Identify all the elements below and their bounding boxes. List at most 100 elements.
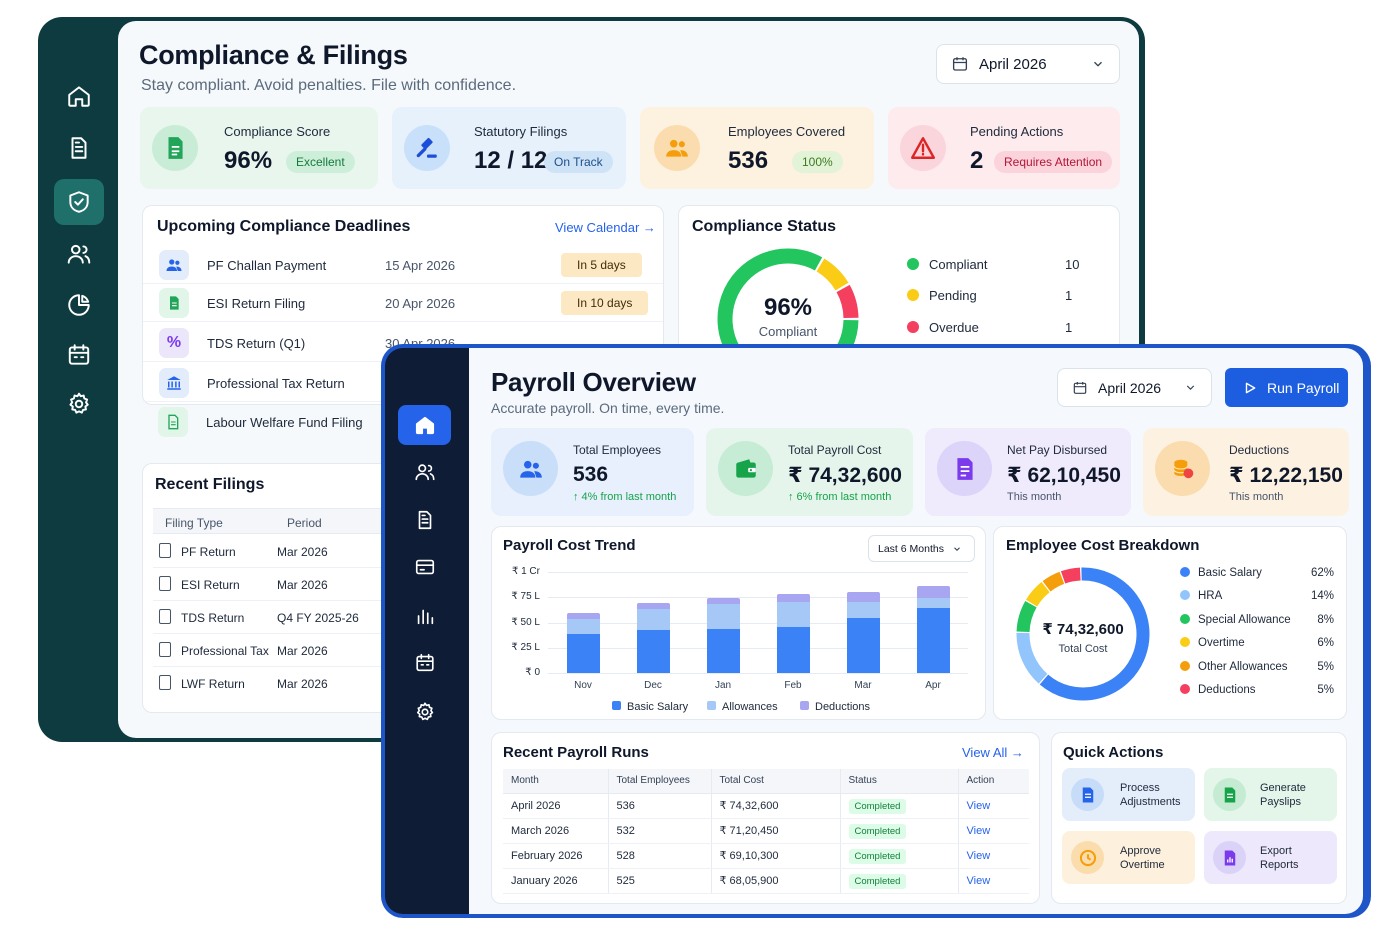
- legend-label: Special Allowance: [1198, 613, 1291, 626]
- legend-dot: [1180, 684, 1190, 694]
- legend-label: Basic Salary: [627, 701, 689, 713]
- legend-percent: 6%: [1317, 637, 1334, 650]
- stat-label: Employees Covered: [728, 124, 846, 139]
- col-status: Status: [839, 769, 958, 794]
- users-icon[interactable]: [54, 231, 104, 277]
- shield-icon[interactable]: [54, 179, 104, 225]
- status-badge: 100%: [792, 151, 843, 173]
- view-link[interactable]: View: [966, 824, 991, 837]
- bar-basic-salary-feb: [776, 626, 810, 673]
- payroll-content: Payroll Overview Accurate payroll. On ti…: [469, 348, 1363, 914]
- legend-percent: 8%: [1317, 613, 1334, 626]
- view-calendar-link[interactable]: View Calendar →: [555, 220, 656, 235]
- y-tick-label: ₹ 25 L: [511, 641, 540, 653]
- bar-allowances-dec: [636, 609, 670, 630]
- users-icon[interactable]: [398, 452, 451, 492]
- approve-overtime-button[interactable]: Approve Overtime: [1062, 831, 1195, 884]
- legend-item-other-allowances: Other Allowances 5%: [1180, 660, 1334, 673]
- calendar-icon[interactable]: [54, 332, 104, 378]
- run-month: March 2026: [503, 818, 608, 844]
- export-reports-button[interactable]: Export Reports: [1204, 831, 1337, 884]
- status-badge: Completed: [848, 873, 907, 889]
- legend-percent: 62%: [1310, 567, 1334, 579]
- bar-basic-salary-nov: [566, 633, 600, 673]
- stat-value: ₹ 62,10,450: [1007, 464, 1121, 487]
- y-tick-label: ₹ 75 L: [511, 591, 540, 603]
- card-icon[interactable]: [398, 547, 451, 587]
- run-employees: 525: [607, 868, 711, 894]
- page-title: Payroll Overview: [491, 367, 696, 397]
- deadline-row[interactable]: ESI Return Filing 20 Apr 2026 In 10 days: [143, 286, 663, 322]
- home-icon[interactable]: [54, 73, 104, 119]
- bar-allowances-nov: [566, 619, 600, 634]
- document-icon: [937, 441, 992, 496]
- legend-dot: [907, 258, 919, 270]
- view-link[interactable]: View: [966, 799, 991, 812]
- document-icon[interactable]: [398, 500, 451, 540]
- run-cost: ₹ 74,32,600: [710, 793, 840, 819]
- filing-row[interactable]: LWF Return Mar 2026: [153, 667, 385, 700]
- deadline-name: ESI Return Filing: [207, 296, 306, 311]
- legend-label: Basic Salary: [1198, 567, 1262, 579]
- deadline-row[interactable]: Labour Welfare Fund Filing: [142, 405, 662, 441]
- view-all-link[interactable]: View All →: [962, 745, 1024, 760]
- recent-runs-card: Recent Payroll Runs View All → Month Tot…: [491, 732, 1040, 904]
- legend-label: Overdue: [929, 320, 979, 335]
- generate-payslips-button[interactable]: Generate Payslips: [1204, 768, 1337, 821]
- run-payroll-button[interactable]: Run Payroll: [1225, 368, 1348, 407]
- calendar-icon[interactable]: [398, 643, 451, 683]
- stat-label: Total Payroll Cost: [788, 443, 882, 457]
- view-link[interactable]: View: [966, 874, 991, 887]
- filing-type: PF Return: [181, 545, 236, 559]
- compliance-status-card: Compliance Status 96% Compliant Complian…: [678, 205, 1120, 390]
- stat-label: Net Pay Disbursed: [1007, 443, 1108, 457]
- bar-allowances-jan: [706, 604, 740, 629]
- run-payroll-label: Run Payroll: [1267, 379, 1340, 396]
- settings-icon[interactable]: [398, 692, 451, 732]
- donut-center-value: ₹ 74,32,600: [1042, 621, 1124, 638]
- run-action: View: [957, 793, 1029, 819]
- document-icon: [159, 288, 189, 318]
- action-label: Approve Overtime: [1120, 844, 1165, 872]
- legend-label: Compliant: [929, 257, 988, 272]
- action-line: Reports: [1260, 859, 1299, 871]
- filing-row[interactable]: ESI Return Mar 2026: [153, 568, 385, 601]
- page-title: Compliance & Filings: [139, 40, 408, 70]
- bar-allowances-mar: [846, 602, 880, 619]
- settings-icon[interactable]: [54, 381, 104, 427]
- view-link[interactable]: View: [966, 849, 991, 862]
- filing-row[interactable]: Professional Tax Mar 2026: [153, 634, 385, 667]
- run-cost: ₹ 69,10,300: [710, 843, 840, 869]
- bar-chart-icon[interactable]: [398, 596, 451, 636]
- pie-chart-icon[interactable]: [54, 282, 104, 328]
- filing-row[interactable]: PF Return Mar 2026: [153, 535, 385, 568]
- filing-row[interactable]: TDS Return Q4 FY 2025-26: [153, 601, 385, 634]
- stat-label: Pending Actions: [970, 124, 1064, 139]
- month-selector[interactable]: April 2026: [1057, 368, 1212, 407]
- bank-icon: [159, 368, 189, 398]
- home-icon[interactable]: [398, 405, 451, 445]
- action-label: Export Reports: [1260, 844, 1299, 872]
- legend-label: Deductions: [1198, 684, 1256, 696]
- legend-basic-salary: Basic Salary: [612, 701, 688, 713]
- legend-label: Allowances: [722, 701, 778, 713]
- month-selector[interactable]: April 2026: [936, 44, 1120, 84]
- document-icon: [158, 407, 188, 437]
- donut-slice-other-allowances: [1042, 571, 1065, 592]
- y-tick-label: ₹ 1 Cr: [511, 566, 540, 577]
- deadline-row[interactable]: PF Challan Payment 15 Apr 2026 In 5 days: [143, 248, 663, 284]
- range-selector[interactable]: Last 6 Months: [868, 535, 975, 562]
- action-line: Approve: [1120, 845, 1161, 857]
- legend-pending: Pending: [907, 288, 977, 303]
- filing-period: Mar 2026: [277, 644, 328, 658]
- run-employees: 532: [607, 818, 711, 844]
- cost-breakdown-card: Employee Cost Breakdown ₹ 74,32,600 Tota…: [993, 526, 1347, 720]
- x-tick-label: Feb: [784, 680, 802, 691]
- process-adjustments-button[interactable]: Process Adjustments: [1062, 768, 1195, 821]
- legend-dot: [1180, 567, 1190, 577]
- stat-value: 536: [573, 463, 609, 486]
- stat-label: Compliance Score: [224, 124, 331, 139]
- deadline-name: Labour Welfare Fund Filing: [206, 415, 363, 430]
- legend-item-basic-salary: Basic Salary 62%: [1180, 567, 1334, 579]
- document-icon[interactable]: [54, 125, 104, 171]
